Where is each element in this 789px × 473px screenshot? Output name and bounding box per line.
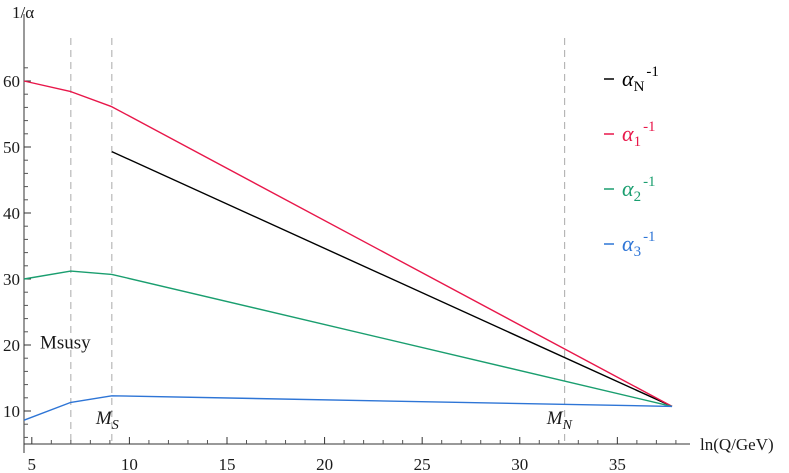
x-tick-label: 30 — [511, 455, 528, 473]
annotation-1: MS — [95, 408, 119, 433]
series-line-2 — [23, 270, 673, 408]
series-line-1 — [23, 80, 673, 408]
y-tick-label: 60 — [3, 72, 20, 91]
series-line-3 — [23, 395, 673, 421]
legend-item-0: αN-1 — [604, 64, 659, 95]
y-tick-label: 10 — [3, 402, 20, 421]
y-axis-title: 1/α — [12, 3, 34, 22]
annotation-2: MN — [546, 408, 573, 433]
legend-label: αN-1 — [622, 64, 659, 95]
x-tick-label: 15 — [218, 455, 235, 473]
legend-item-3: α3-1 — [604, 229, 656, 260]
x-tick-label: 25 — [414, 455, 431, 473]
y-tick-label: 40 — [3, 204, 20, 223]
legend-label: α1-1 — [622, 119, 656, 150]
x-tick-label: 20 — [316, 455, 333, 473]
x-tick-label: 35 — [609, 455, 626, 473]
legend-label: α2-1 — [622, 174, 656, 205]
legend-label: α3-1 — [622, 229, 656, 260]
legend-item-1: α1-1 — [604, 119, 656, 150]
y-tick-label: 50 — [3, 138, 20, 157]
x-tick-label: 10 — [121, 455, 138, 473]
y-tick-label: 30 — [3, 270, 20, 289]
x-axis-title: ln(Q/GeV) — [700, 435, 774, 454]
x-tick-label: 5 — [28, 455, 37, 473]
legend-item-2: α2-1 — [604, 174, 656, 205]
annotation-0: Msusy — [40, 332, 91, 353]
series-line-0 — [111, 150, 673, 408]
y-tick-label: 20 — [3, 336, 20, 355]
